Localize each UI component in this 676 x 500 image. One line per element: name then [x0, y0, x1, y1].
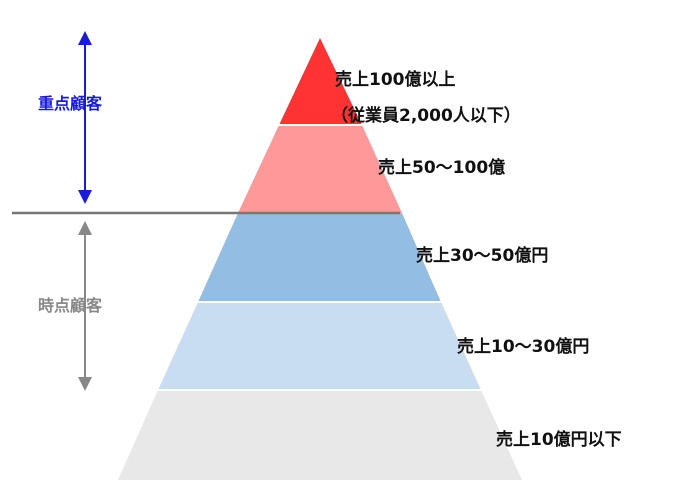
tier-5-shape	[118, 390, 522, 480]
tier-2-label: 売上50〜100億	[378, 158, 506, 178]
tier-4-label: 売上10〜30億円	[457, 337, 590, 357]
tier-2-shape	[238, 125, 402, 213]
tier-5-label: 売上10億円以下	[496, 430, 622, 450]
key-customer-label: 重点顧客	[38, 94, 103, 113]
tier-1-sublabel: （従業員2,000人以下）	[331, 106, 521, 126]
tier-1-shape	[279, 38, 362, 125]
tier-3-shape	[198, 213, 441, 302]
tier-3-label: 売上30〜50億円	[416, 246, 549, 266]
current-customer-label: 時点顧客	[38, 296, 103, 315]
tier-4-shape	[158, 302, 481, 390]
tier-1-label: 売上100億以上	[335, 70, 456, 90]
